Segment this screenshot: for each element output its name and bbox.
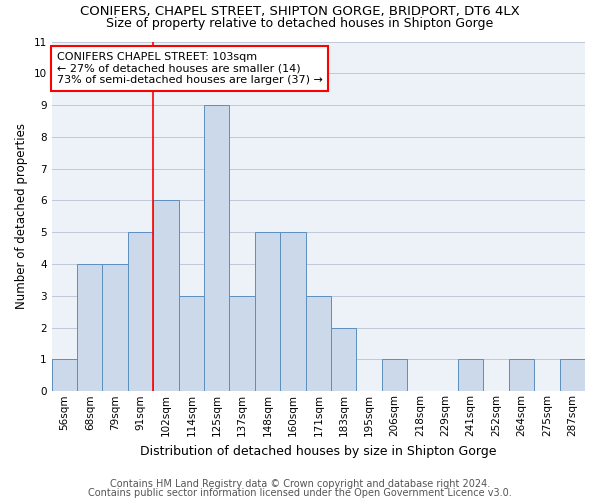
Text: CONIFERS CHAPEL STREET: 103sqm
← 27% of detached houses are smaller (14)
73% of : CONIFERS CHAPEL STREET: 103sqm ← 27% of …: [57, 52, 323, 85]
Bar: [52, 360, 77, 392]
Bar: [382, 360, 407, 392]
Bar: [229, 296, 255, 392]
Bar: [305, 296, 331, 392]
Bar: [331, 328, 356, 392]
Bar: [560, 360, 585, 392]
X-axis label: Distribution of detached houses by size in Shipton Gorge: Distribution of detached houses by size …: [140, 444, 497, 458]
Bar: [458, 360, 484, 392]
Bar: [153, 200, 179, 392]
Text: Contains public sector information licensed under the Open Government Licence v3: Contains public sector information licen…: [88, 488, 512, 498]
Y-axis label: Number of detached properties: Number of detached properties: [15, 124, 28, 310]
Text: Contains HM Land Registry data © Crown copyright and database right 2024.: Contains HM Land Registry data © Crown c…: [110, 479, 490, 489]
Bar: [179, 296, 204, 392]
Bar: [255, 232, 280, 392]
Bar: [509, 360, 534, 392]
Text: CONIFERS, CHAPEL STREET, SHIPTON GORGE, BRIDPORT, DT6 4LX: CONIFERS, CHAPEL STREET, SHIPTON GORGE, …: [80, 5, 520, 18]
Bar: [204, 105, 229, 392]
Text: Size of property relative to detached houses in Shipton Gorge: Size of property relative to detached ho…: [106, 18, 494, 30]
Bar: [128, 232, 153, 392]
Bar: [103, 264, 128, 392]
Bar: [280, 232, 305, 392]
Bar: [77, 264, 103, 392]
